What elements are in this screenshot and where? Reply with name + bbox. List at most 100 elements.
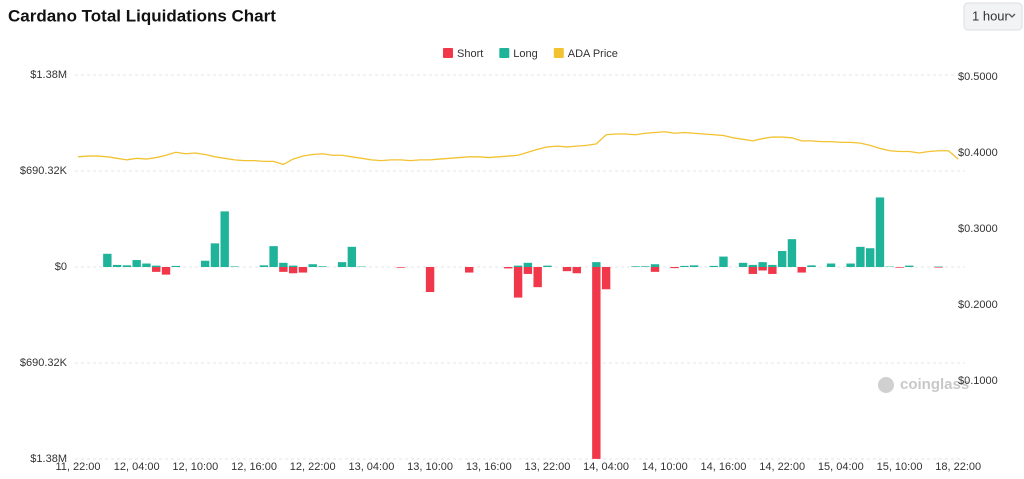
bar [787, 239, 797, 267]
bar [807, 265, 816, 267]
y-tick-label: $1.38M [30, 69, 67, 81]
x-tick-label: 14, 10:00 [642, 461, 688, 473]
x-tick-label: 13, 22:00 [525, 461, 571, 473]
bar [768, 264, 777, 267]
x-tick-label: 14, 04:00 [583, 461, 629, 473]
bar [601, 267, 611, 290]
x-tick-label: 14, 16:00 [701, 461, 747, 473]
bar [152, 265, 161, 267]
x-tick-label: 12, 10:00 [172, 461, 218, 473]
x-tick-label: 12, 16:00 [231, 461, 277, 473]
bar [220, 211, 229, 267]
interval-box[interactable] [963, 2, 1023, 31]
y2-tick-label: $0.1000 [958, 375, 998, 387]
bar [210, 243, 220, 267]
bar [298, 267, 308, 273]
bar [641, 266, 650, 267]
y-tick-label: $0 [55, 261, 67, 273]
bar [103, 253, 112, 267]
y-tick-label: $1.38M [30, 453, 67, 465]
bar [670, 267, 679, 269]
bar [758, 267, 767, 271]
bar [562, 267, 572, 272]
bar [513, 267, 523, 298]
legend-swatch [499, 48, 510, 58]
bar [288, 265, 298, 267]
bar [777, 251, 787, 267]
bar [504, 267, 513, 269]
x-tick-label: 13, 10:00 [407, 461, 453, 473]
bar [650, 264, 660, 267]
x-tick-label: 18, 22:00 [935, 461, 981, 473]
interval-label[interactable]: 1 hour [972, 8, 1010, 23]
bar [279, 262, 288, 267]
bar [152, 267, 161, 272]
bar [318, 266, 327, 267]
bar [142, 263, 151, 267]
bar [650, 267, 660, 272]
bar [846, 263, 855, 267]
price-line [77, 131, 959, 166]
bar [230, 266, 239, 267]
y2-tick-label: $0.2000 [958, 299, 998, 311]
bar [112, 264, 122, 267]
bar [865, 248, 875, 267]
x-tick-label: 15, 10:00 [877, 461, 923, 473]
bar [797, 267, 806, 273]
bar [279, 267, 288, 272]
bar [758, 262, 767, 267]
bar [748, 267, 758, 274]
bar [513, 265, 523, 267]
bar [631, 266, 640, 267]
chevron[interactable] [1008, 13, 1016, 18]
bar [905, 265, 914, 267]
bar [132, 260, 141, 267]
x-tick-label: 11, 22:00 [55, 461, 100, 473]
y2-tick-label: $0.5000 [958, 71, 998, 83]
y-tick-label: $690.32K [20, 165, 68, 177]
bar [572, 267, 581, 274]
bar [288, 267, 298, 274]
chart-title: Cardano Total Liquidations Chart [8, 6, 276, 25]
y-tick-label: $690.32K [20, 357, 68, 369]
x-tick-label: 13, 16:00 [466, 461, 512, 473]
bar [826, 263, 836, 267]
legend-swatch [443, 48, 453, 58]
watermark: coinglass [900, 376, 969, 393]
bar [347, 246, 357, 267]
bar [200, 260, 210, 267]
bar [425, 267, 435, 293]
bar [689, 265, 699, 267]
bar [856, 246, 865, 267]
y2-tick-label: $0.3000 [958, 223, 998, 235]
bar [308, 264, 317, 267]
x-tick-label: 13, 04:00 [348, 461, 394, 473]
bar [748, 264, 758, 267]
bar [592, 267, 601, 459]
bar [465, 267, 474, 273]
bar [543, 265, 552, 267]
bar [337, 262, 347, 267]
legend-label: ADA Price [568, 48, 618, 60]
bar [122, 265, 132, 267]
x-tick-label: 12, 22:00 [290, 461, 336, 473]
x-tick-label: 15, 04:00 [818, 461, 864, 473]
watermark-logo [878, 377, 894, 393]
bar [738, 262, 748, 267]
bar [709, 265, 718, 267]
bar [719, 256, 728, 267]
bar [523, 267, 533, 274]
bar [934, 267, 943, 268]
x-tick-label: 14, 22:00 [759, 461, 805, 473]
bar [895, 267, 904, 268]
bar [592, 262, 601, 267]
legend-label: Short [457, 48, 483, 60]
bar [161, 267, 171, 275]
y2-tick-label: $0.4000 [958, 147, 998, 159]
bar [533, 267, 542, 288]
interval-select[interactable]: 1 hour [963, 2, 1023, 31]
bar [171, 265, 180, 267]
bar [768, 267, 777, 274]
